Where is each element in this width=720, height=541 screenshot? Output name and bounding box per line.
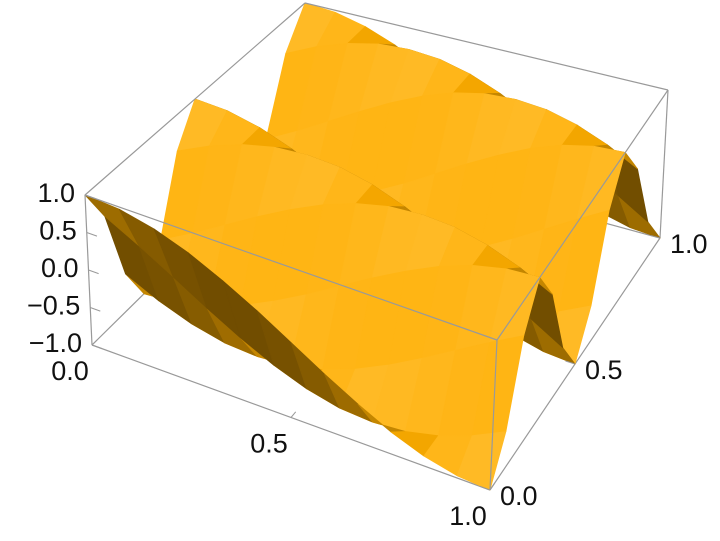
z-tick-label: −0.5 (27, 291, 80, 321)
x-tick (91, 339, 98, 346)
x-tick (489, 483, 495, 491)
z-tick (88, 269, 99, 275)
x-tick-label: 0.0 (51, 356, 89, 386)
z-tick-label: 0.5 (39, 216, 77, 246)
z-tick (84, 194, 96, 200)
x-tick-label: 0.5 (250, 429, 288, 459)
x-tick (290, 411, 297, 418)
z-tick (91, 344, 103, 350)
y-tick-label: 0.5 (585, 355, 623, 385)
y-tick-label: 1.0 (670, 229, 708, 259)
y-tick (565, 360, 576, 365)
box-edge (659, 89, 669, 239)
box-edge (84, 2, 306, 196)
z-tick-label: 1.0 (37, 178, 75, 208)
box-edge (84, 194, 498, 341)
box-edge (496, 89, 669, 341)
surface-patch (456, 431, 507, 491)
z-tick (90, 307, 101, 312)
box-edge (304, 2, 669, 91)
x-tick-label: 1.0 (449, 501, 487, 531)
z-tick-label: 0.0 (41, 253, 79, 283)
box-edge (489, 339, 498, 491)
y-tick (650, 235, 661, 239)
z-tick (86, 232, 98, 237)
y-tick (479, 485, 491, 491)
z-tick-label: −1.0 (29, 328, 82, 358)
y-tick-label: 0.0 (500, 481, 538, 511)
